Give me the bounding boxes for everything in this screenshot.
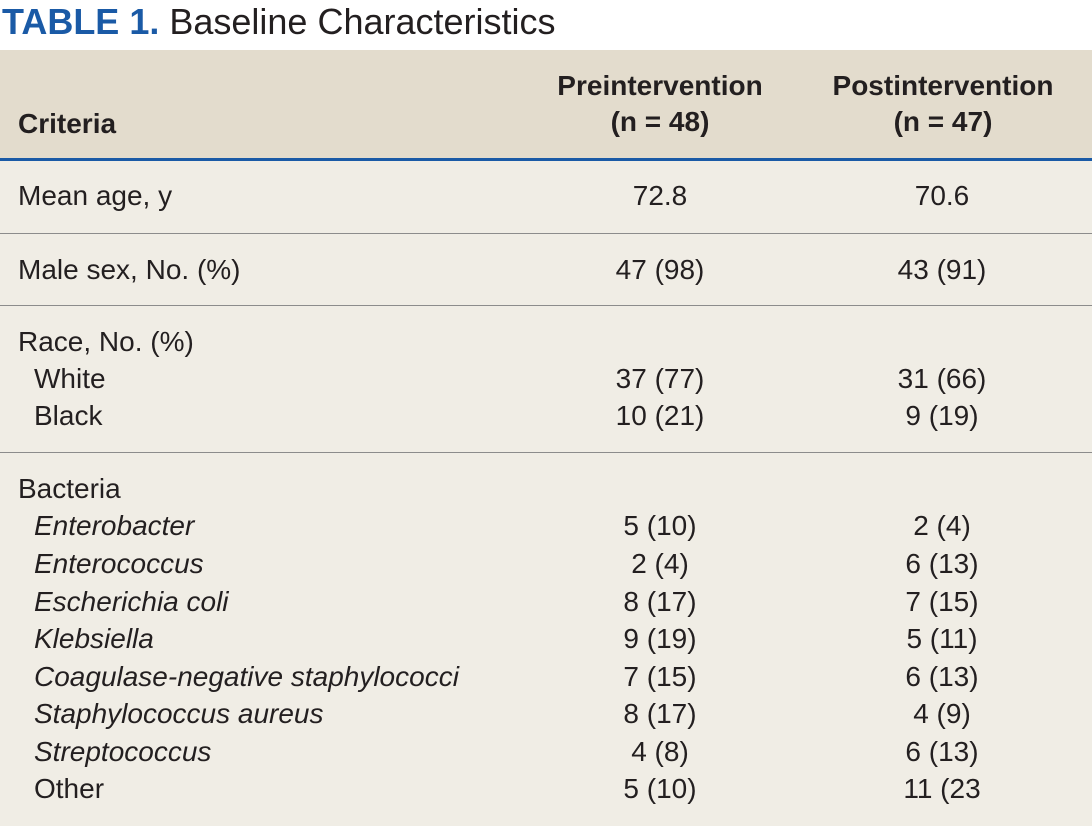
row-divider [0, 452, 1092, 453]
bacteria-item-post: 2 (4) [913, 510, 971, 541]
bacteria-item-pre: 9 (19) [623, 623, 697, 654]
bacteria-item-post: 6 (13) [905, 661, 979, 692]
table-title: TABLE 1. Baseline Characteristics [2, 0, 556, 45]
race-item-label: Black [34, 400, 103, 431]
bacteria-item-pre: 7 (15) [623, 661, 697, 692]
race-item-label: White [34, 363, 106, 394]
bacteria-item-label: Staphylococcus aureus [34, 698, 324, 729]
table-header: Criteria Preintervention (n = 48) Postin… [0, 50, 1092, 158]
bacteria-item-pre: 5 (10) [623, 510, 697, 541]
row-sex-post: 43 (91) [897, 254, 987, 285]
row-race-label: Race, No. (%) [18, 326, 194, 357]
header-post-title: Postintervention [832, 70, 1054, 101]
race-item-post: 31 (66) [897, 363, 987, 394]
bacteria-item-label: Enterococcus [34, 548, 204, 579]
bacteria-item-post: 11 (23 [903, 773, 981, 804]
bacteria-item-pre: 8 (17) [623, 698, 697, 729]
bacteria-item-pre: 2 (4) [631, 548, 689, 579]
bacteria-item-post: 6 (13) [905, 548, 979, 579]
header-post-count: (n = 47) [893, 106, 993, 137]
header-criteria: Criteria [18, 108, 117, 139]
row-age-pre: 72.8 [632, 180, 688, 211]
bacteria-item-post: 6 (13) [905, 736, 979, 767]
race-item-pre: 10 (21) [615, 400, 705, 431]
bacteria-item-label: Other [34, 773, 105, 804]
bacteria-item-pre: 8 (17) [623, 586, 697, 617]
row-divider [0, 233, 1092, 234]
bacteria-item-label: Coagulase-negative staphylococci [34, 661, 459, 692]
bacteria-item-post: 7 (15) [905, 586, 979, 617]
row-divider [0, 305, 1092, 306]
header-postintervention: Postintervention (n = 47) [812, 68, 1074, 140]
row-age-post: 70.6 [914, 180, 970, 211]
bacteria-item-label: Enterobacter [34, 510, 195, 541]
header-pre-title: Preintervention [557, 70, 763, 101]
table-number: TABLE 1. [2, 1, 160, 42]
bacteria-item-post: 5 (11) [906, 623, 978, 654]
row-sex-label: Male sex, No. (%) [18, 254, 241, 285]
table-caption: Baseline Characteristics [159, 1, 556, 42]
header-pre-count: (n = 48) [610, 106, 710, 137]
bacteria-item-post: 4 (9) [913, 698, 971, 729]
bacteria-item-label: Escherichia coli [34, 586, 229, 617]
bacteria-item-pre: 4 (8) [631, 736, 689, 767]
race-item-post: 9 (19) [905, 400, 979, 431]
row-sex-pre: 47 (98) [615, 254, 705, 285]
row-age-label: Mean age, y [18, 180, 173, 211]
bacteria-item-pre: 5 (10) [623, 773, 697, 804]
header-rule [0, 158, 1092, 161]
header-preintervention: Preintervention (n = 48) [540, 68, 780, 140]
bacteria-item-label: Streptococcus [34, 736, 212, 767]
baseline-table: Criteria Preintervention (n = 48) Postin… [0, 50, 1092, 826]
bacteria-item-label: Klebsiella [34, 623, 154, 654]
race-item-pre: 37 (77) [615, 363, 705, 394]
row-bacteria-label: Bacteria [18, 473, 121, 504]
